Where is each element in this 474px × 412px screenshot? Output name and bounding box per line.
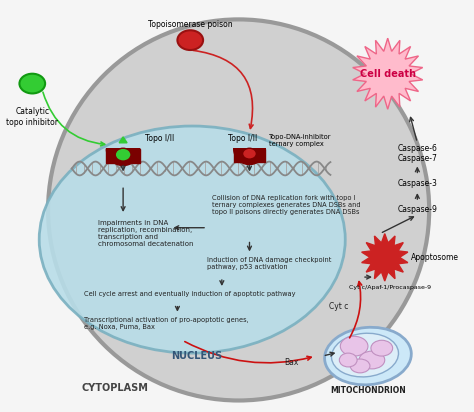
Text: Cyt c: Cyt c bbox=[328, 302, 348, 311]
Circle shape bbox=[48, 19, 429, 400]
Polygon shape bbox=[119, 137, 127, 143]
Polygon shape bbox=[234, 149, 241, 162]
Polygon shape bbox=[106, 149, 140, 166]
Text: CYTOPLASM: CYTOPLASM bbox=[82, 383, 149, 393]
Ellipse shape bbox=[371, 340, 392, 356]
Ellipse shape bbox=[19, 74, 45, 94]
Polygon shape bbox=[132, 149, 140, 163]
Ellipse shape bbox=[243, 148, 256, 159]
Text: Caspase-3: Caspase-3 bbox=[397, 179, 437, 188]
Text: Collision of DNA replication fork with topo I
ternary complexes generates DNA DS: Collision of DNA replication fork with t… bbox=[212, 195, 361, 215]
Text: Topo I/II: Topo I/II bbox=[145, 134, 174, 143]
Polygon shape bbox=[234, 149, 265, 164]
Polygon shape bbox=[106, 149, 114, 163]
Ellipse shape bbox=[325, 327, 411, 385]
Text: Transcriptional activation of pro-apoptotic genes,
e.g. Noxa, Puma, Bax: Transcriptional activation of pro-apopto… bbox=[83, 316, 248, 330]
Ellipse shape bbox=[359, 351, 385, 369]
Ellipse shape bbox=[39, 126, 345, 353]
Text: Topo I/II: Topo I/II bbox=[228, 134, 257, 143]
Text: Caspase-9: Caspase-9 bbox=[397, 206, 437, 215]
Ellipse shape bbox=[331, 333, 399, 377]
Text: Apoptosome: Apoptosome bbox=[411, 253, 459, 262]
Text: Impairments in DNA
replication, recombination,
transcription and
chromosomal dec: Impairments in DNA replication, recombin… bbox=[99, 220, 194, 247]
Text: Topoisomerase poison: Topoisomerase poison bbox=[148, 20, 233, 29]
Polygon shape bbox=[353, 38, 423, 109]
Ellipse shape bbox=[339, 353, 357, 367]
Ellipse shape bbox=[115, 148, 131, 161]
Ellipse shape bbox=[177, 30, 203, 50]
Text: MITOCHONDRION: MITOCHONDRION bbox=[330, 386, 406, 395]
Ellipse shape bbox=[340, 336, 368, 356]
Text: NUCLEUS: NUCLEUS bbox=[172, 351, 223, 361]
Text: Cyt c/Apaf-1/Procaspase-9: Cyt c/Apaf-1/Procaspase-9 bbox=[348, 285, 431, 290]
Text: Topo-DNA-inhibitor
ternary complex: Topo-DNA-inhibitor ternary complex bbox=[269, 134, 332, 147]
Circle shape bbox=[371, 243, 399, 271]
Text: Catalytic
topo inhibitor: Catalytic topo inhibitor bbox=[6, 107, 58, 126]
Polygon shape bbox=[362, 234, 408, 281]
Text: Caspase-6
Caspase-7: Caspase-6 Caspase-7 bbox=[397, 144, 437, 164]
Ellipse shape bbox=[350, 359, 370, 373]
Text: Induction of DNA damage checkpoint
pathway, p53 activation: Induction of DNA damage checkpoint pathw… bbox=[207, 258, 331, 270]
Polygon shape bbox=[258, 149, 265, 162]
Text: Cell death: Cell death bbox=[360, 69, 416, 79]
Text: Cell cycle arrest and eventually induction of apoptotic pathway: Cell cycle arrest and eventually inducti… bbox=[83, 291, 295, 297]
Text: Bax: Bax bbox=[284, 358, 298, 367]
